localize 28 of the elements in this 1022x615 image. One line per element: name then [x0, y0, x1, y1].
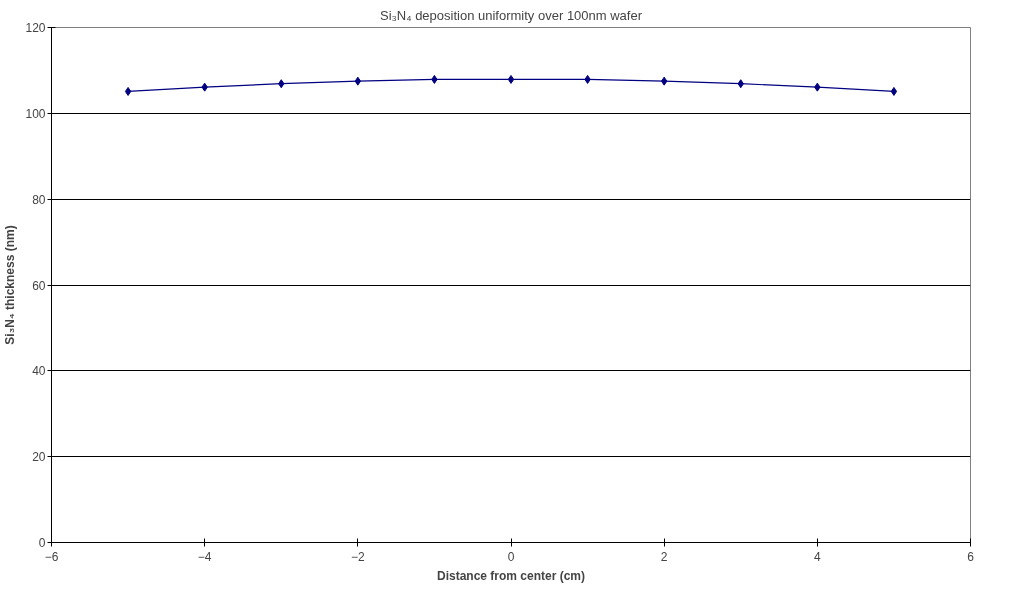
point	[890, 86, 898, 96]
point	[737, 79, 744, 89]
y-axis-title: Si₃N₄ thickness (nm)	[3, 225, 18, 345]
point	[431, 74, 438, 84]
point	[201, 82, 208, 92]
x-tick-label: −2	[350, 549, 365, 564]
y-tick-label: 20	[32, 450, 46, 465]
y-tick-label: 60	[32, 278, 46, 293]
point	[584, 74, 591, 84]
point	[124, 86, 132, 96]
x-tick-label: 2	[660, 549, 668, 564]
y-tick-label: 80	[32, 192, 46, 207]
point	[661, 76, 668, 86]
x-tick-label: −6	[44, 549, 59, 564]
y-tick-label: 120	[25, 21, 46, 35]
y-tick-label: 40	[32, 364, 46, 379]
point	[354, 76, 361, 86]
x-tick-label: 4	[814, 549, 821, 564]
y-tick-label: 100	[25, 106, 46, 121]
chart-title: Si₃N₄ deposition uniformity over 100nm wafer	[379, 7, 643, 23]
point	[278, 79, 285, 89]
point	[507, 74, 515, 84]
x-tick-label: −4	[197, 549, 212, 564]
point	[814, 82, 821, 92]
y-tick-label: 0	[38, 536, 46, 550]
x-tick-label: 6	[967, 549, 975, 564]
x-tick-label: 0	[507, 549, 515, 564]
x-axis-title: Distance from center (cm)	[436, 568, 586, 583]
